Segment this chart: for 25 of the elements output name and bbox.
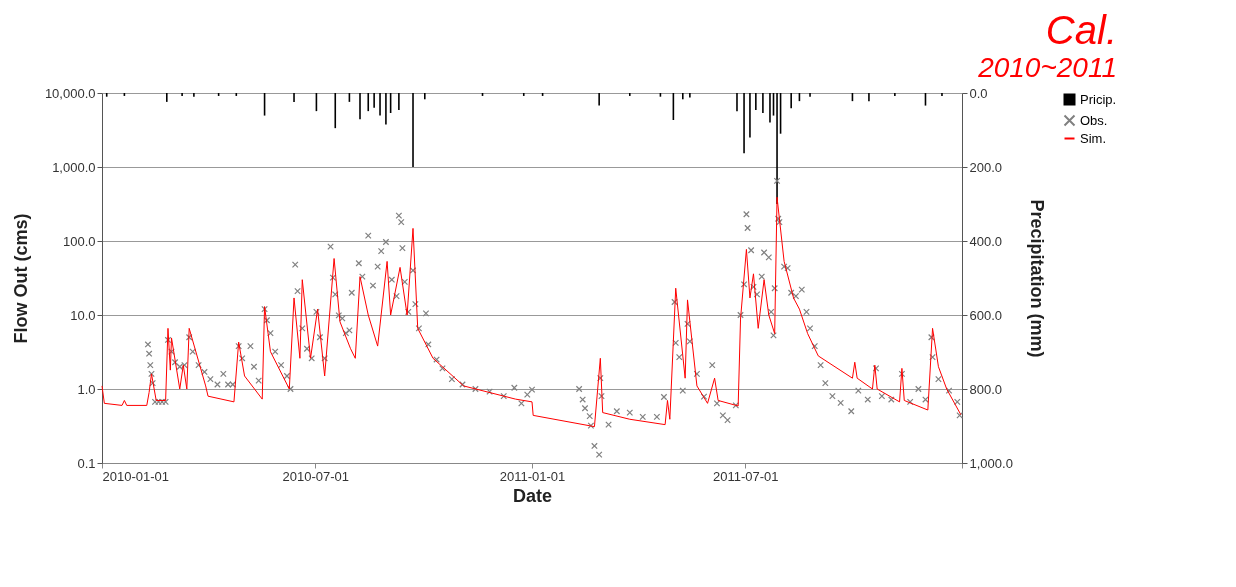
y-axis-title: Flow Out (cms) bbox=[10, 213, 31, 344]
y2-tick-label: 1,000.0 bbox=[969, 455, 1013, 471]
x-axis-title: Date bbox=[512, 485, 553, 506]
line-series bbox=[101, 196, 962, 428]
x-tick-label: 2011-01-01 bbox=[499, 468, 566, 484]
legend-label: Obs. bbox=[1080, 112, 1108, 128]
legend-label: Pricip. bbox=[1080, 91, 1117, 107]
y-tick-label: 0.1 bbox=[77, 455, 96, 471]
y-tick-label: 1,000.0 bbox=[52, 159, 96, 175]
y-tick-label: 10,000.0 bbox=[44, 85, 96, 101]
y-tick-label: 1.0 bbox=[77, 381, 96, 397]
legend-label: Sim. bbox=[1080, 130, 1106, 146]
y2-tick-label: 800.0 bbox=[969, 381, 1003, 397]
y2-tick-label: 600.0 bbox=[969, 307, 1003, 323]
y-tick-label: 100.0 bbox=[62, 233, 96, 249]
x-tick-label: 2010-01-01 bbox=[102, 468, 169, 484]
text: 2010~2011 bbox=[977, 52, 1117, 83]
y-tick-label: 10.0 bbox=[70, 307, 96, 323]
x-tick-label: 2010-07-01 bbox=[282, 468, 349, 484]
y2-tick-label: 0.0 bbox=[969, 85, 988, 101]
x-tick-label: 2011-07-01 bbox=[712, 468, 779, 484]
y2-axis-title: Precipitation (mm) bbox=[1026, 199, 1047, 358]
y2-tick-label: 200.0 bbox=[969, 159, 1003, 175]
text: Cal. bbox=[1045, 8, 1117, 52]
y2-tick-label: 400.0 bbox=[969, 233, 1003, 249]
